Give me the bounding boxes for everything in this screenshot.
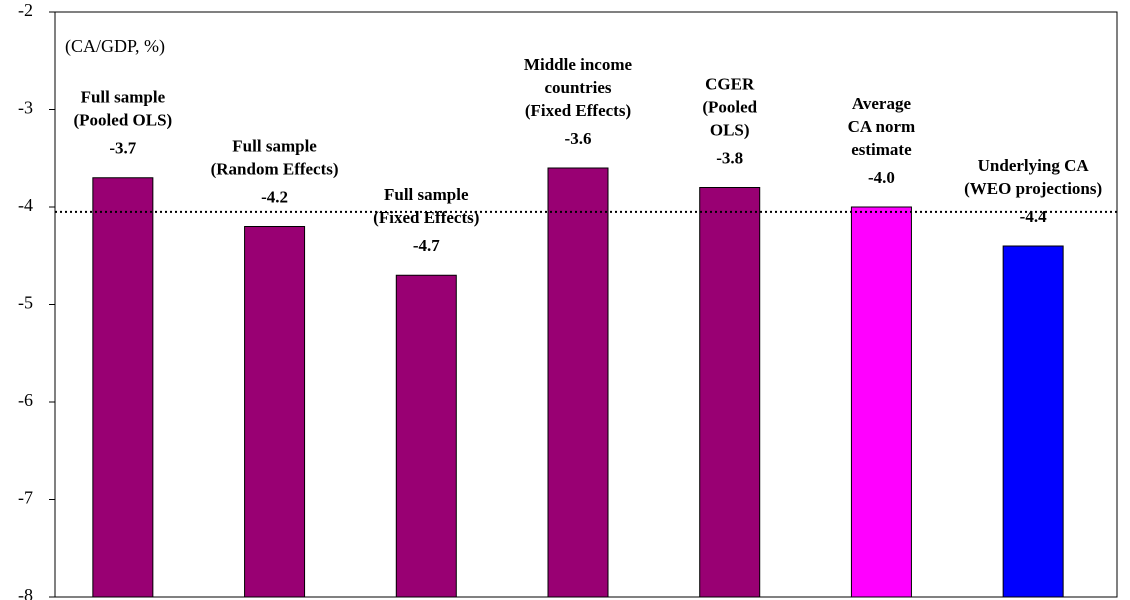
category-label: (Pooled: [702, 97, 757, 116]
y-tick-label: -4: [18, 195, 33, 215]
bar: [547, 167, 609, 598]
category-label: (Random Effects): [211, 159, 339, 178]
y-tick-label: -5: [18, 293, 33, 313]
category-label: Full sample: [384, 185, 469, 204]
category-label: Underlying CA: [978, 156, 1090, 175]
bar: [699, 187, 761, 598]
category-label: Full sample: [81, 88, 166, 107]
y-tick-label: -8: [18, 585, 33, 600]
bar: [850, 206, 912, 598]
bar: [1002, 245, 1064, 598]
category-label: OLS): [710, 120, 750, 139]
category-label: Average: [852, 94, 912, 113]
category-label: (Fixed Effects): [525, 101, 631, 120]
category-label: (WEO projections): [964, 179, 1102, 198]
value-label: -4.7: [413, 236, 440, 255]
category-label: Full sample: [232, 136, 317, 155]
annotation: (CA/GDP, %): [65, 36, 165, 57]
y-tick-label: -2: [18, 0, 33, 20]
value-label: -4.4: [1020, 207, 1047, 226]
category-label: estimate: [851, 140, 912, 159]
value-label: -4.2: [261, 187, 288, 206]
value-label: -3.8: [716, 148, 743, 167]
y-tick-label: -3: [18, 98, 33, 118]
y-tick-label: -7: [18, 488, 33, 508]
bar: [244, 226, 306, 598]
value-label: -3.7: [109, 139, 136, 158]
category-label: (Fixed Effects): [373, 208, 479, 227]
category-label: Middle income: [524, 55, 633, 74]
y-tick-label: -6: [18, 390, 33, 410]
category-label: CA norm: [848, 117, 916, 136]
value-label: -4.0: [868, 168, 895, 187]
category-label: (Pooled OLS): [74, 111, 173, 130]
bar: [395, 274, 457, 598]
category-label: CGER: [705, 74, 755, 93]
category-label: countries: [544, 78, 611, 97]
bar: [92, 177, 154, 598]
value-label: -3.6: [565, 129, 592, 148]
